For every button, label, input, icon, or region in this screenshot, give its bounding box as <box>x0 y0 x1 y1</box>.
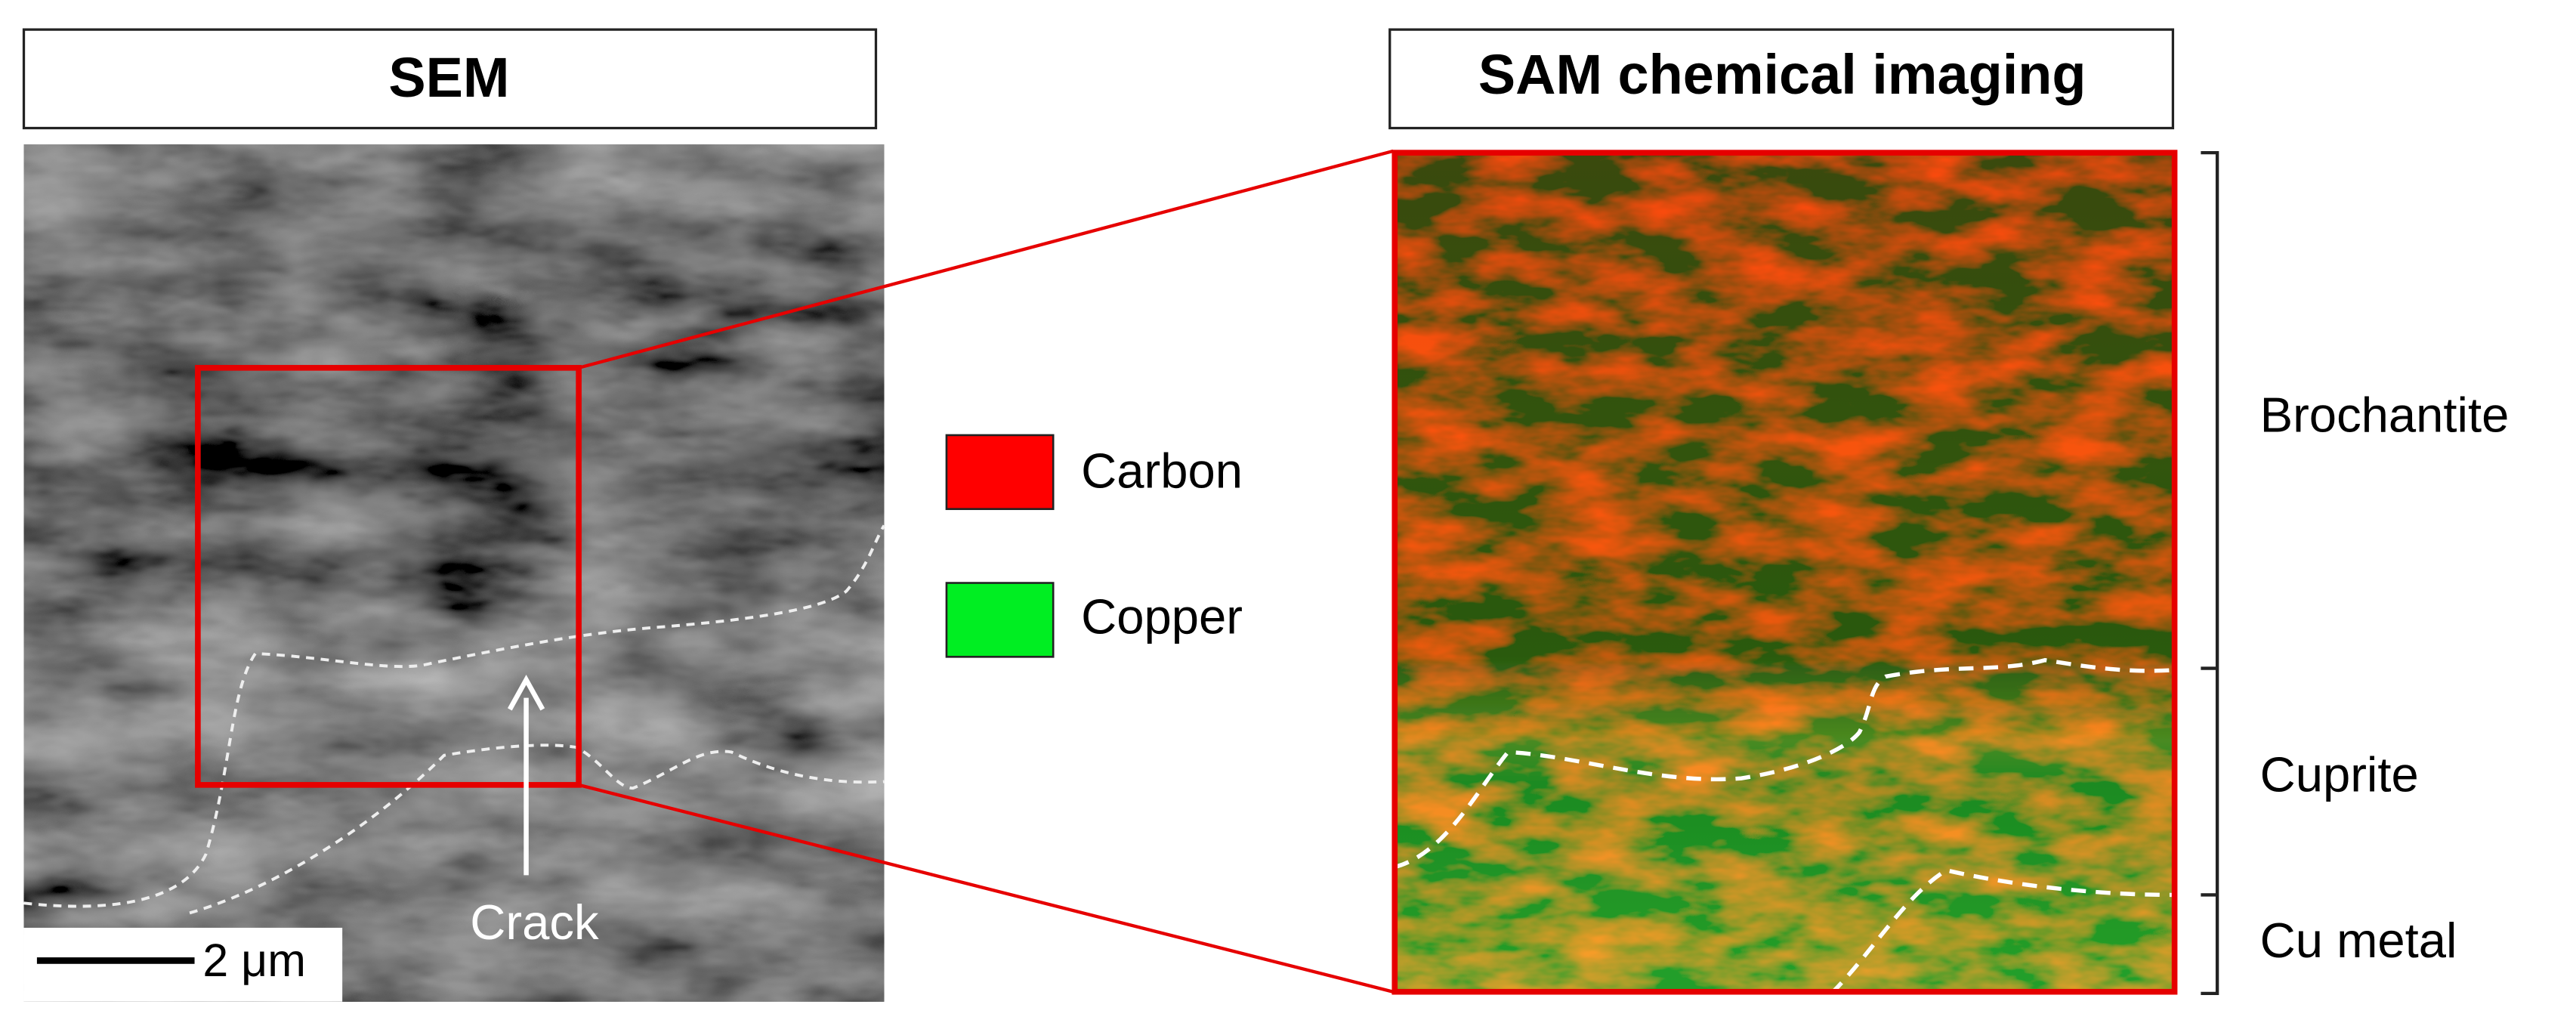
sam-image <box>1395 153 2175 992</box>
zoom-box <box>195 365 582 788</box>
crack-label: Crack <box>470 895 599 950</box>
sem-image <box>23 144 885 1002</box>
crack-arrowhead <box>507 675 545 711</box>
legend-swatch-carbon <box>945 434 1055 511</box>
connector <box>578 783 1394 994</box>
layer-bracket <box>2201 150 2219 996</box>
layer-label: Brochantite <box>2260 387 2510 442</box>
sam-title: SAM chemical imaging <box>1478 43 2086 106</box>
layer-label: Cuprite <box>2260 746 2419 802</box>
sam-title-box <box>1388 28 2175 130</box>
connector <box>578 149 1394 369</box>
sam-boundary <box>1830 867 2175 995</box>
layer-label: Cu metal <box>2260 913 2457 968</box>
sam-frame <box>1391 150 2178 995</box>
sem-title-box <box>22 28 878 130</box>
sem-boundary <box>23 524 886 908</box>
scale-bar-label: 2 μm <box>202 935 305 986</box>
scale-bar-box <box>23 927 343 1002</box>
sem-boundary <box>189 743 885 915</box>
sam-boundary <box>1394 657 2175 870</box>
legend-swatch-copper <box>945 582 1055 658</box>
sem-title: SEM <box>388 46 509 109</box>
legend-label: Copper <box>1081 589 1243 644</box>
legend-label: Carbon <box>1081 443 1243 498</box>
